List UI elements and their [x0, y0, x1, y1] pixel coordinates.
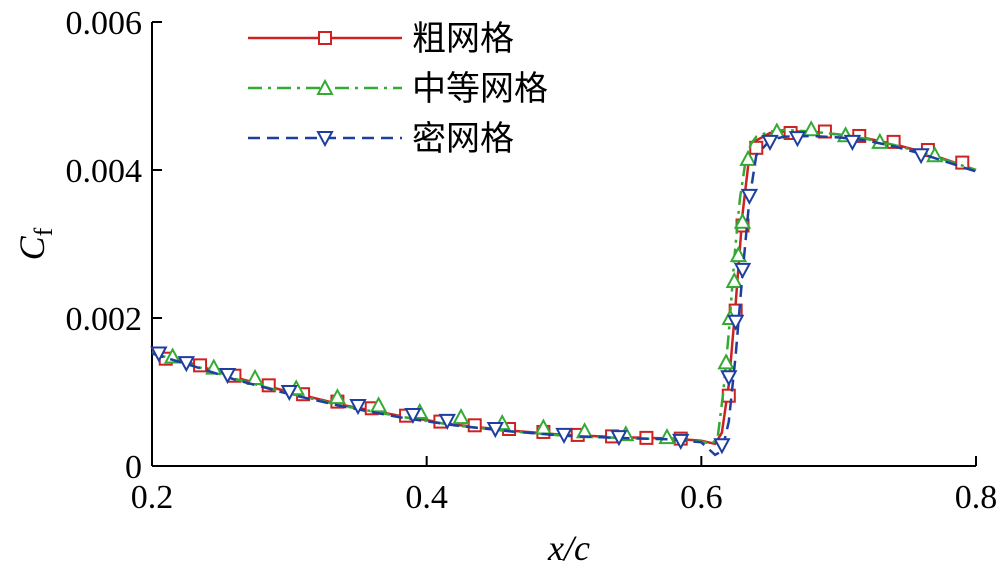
- triangle-down-marker: [555, 427, 573, 445]
- triangle-down-marker: [218, 367, 237, 385]
- y-tick-label: 0: [125, 449, 142, 486]
- labels-layer: 0.2 0.4 0.6 0.8 0 0.002 0.004 0.006 x/c Cf: [12, 5, 997, 568]
- legend-item-2: 中等网格: [248, 69, 548, 109]
- series-layer: [150, 120, 977, 457]
- series-3: [150, 131, 977, 457]
- triangle-up-marker: [733, 212, 752, 229]
- legend-label: 中等网格: [412, 69, 548, 109]
- triangle-up-marker: [369, 396, 388, 413]
- series-1: [151, 124, 977, 446]
- x-axis-title: x/c: [547, 528, 590, 568]
- y-tick-label: 0.006: [66, 5, 143, 42]
- square-marker: [467, 418, 482, 433]
- x-tick-label: 0.4: [405, 479, 448, 516]
- triangle-down-marker: [761, 134, 779, 151]
- legend-label: 密网格: [412, 119, 514, 159]
- y-tick-label: 0.002: [66, 301, 143, 338]
- triangle-down-marker: [280, 385, 299, 402]
- triangle-down-marker: [610, 430, 628, 447]
- triangle-up-marker: [316, 78, 334, 95]
- triangle-down-marker: [912, 148, 930, 165]
- square-marker: [318, 31, 332, 45]
- x-tick-label: 0.6: [680, 479, 723, 516]
- triangle-down-marker: [720, 370, 738, 387]
- triangle-down-marker: [726, 314, 745, 331]
- triangle-down-marker: [740, 188, 759, 206]
- triangle-up-marker: [729, 245, 748, 263]
- series-line: [151, 134, 977, 457]
- y-tick-label: 0.004: [66, 153, 143, 190]
- series-line: [151, 130, 977, 446]
- triangle-down-marker: [672, 433, 690, 450]
- series-line: [151, 128, 977, 446]
- triangle-down-marker: [733, 262, 752, 280]
- triangle-up-marker: [328, 388, 347, 405]
- triangle-down-marker: [349, 399, 367, 416]
- square-marker: [193, 358, 208, 373]
- y-axis-title-main: C: [12, 235, 52, 260]
- triangle-down-marker: [713, 438, 731, 455]
- triangle-up-marker: [452, 408, 470, 425]
- legend-label: 粗网格: [412, 19, 514, 59]
- triangle-down-marker: [404, 407, 422, 425]
- y-axis-title-sub: f: [29, 227, 58, 236]
- triangle-up-marker: [802, 120, 820, 137]
- triangle-up-marker: [163, 347, 182, 364]
- triangle-up-marker: [739, 149, 757, 166]
- square-marker: [955, 155, 970, 170]
- triangle-down-marker: [177, 356, 196, 373]
- y-axis-title: Cf: [12, 227, 58, 260]
- triangle-up-marker: [717, 353, 735, 370]
- x-tick-label: 0.2: [131, 479, 174, 516]
- triangle-down-marker: [438, 413, 456, 430]
- x-tick-label: 0.8: [955, 479, 998, 516]
- triangle-down-marker: [150, 346, 168, 363]
- triangle-down-marker: [788, 131, 807, 148]
- series-2: [151, 120, 977, 446]
- triangle-up-marker: [725, 271, 743, 288]
- triangle-down-marker: [843, 134, 862, 151]
- legend-item-3: 密网格: [248, 119, 514, 159]
- y-axis-title-text: Cf: [12, 227, 58, 260]
- triangle-up-marker: [658, 428, 676, 445]
- triangle-up-marker: [246, 368, 264, 385]
- axes-layer: [151, 21, 977, 467]
- triangle-down-marker: [486, 422, 505, 439]
- triangle-down-marker: [316, 131, 334, 148]
- legend-item-1: 粗网格: [248, 19, 514, 59]
